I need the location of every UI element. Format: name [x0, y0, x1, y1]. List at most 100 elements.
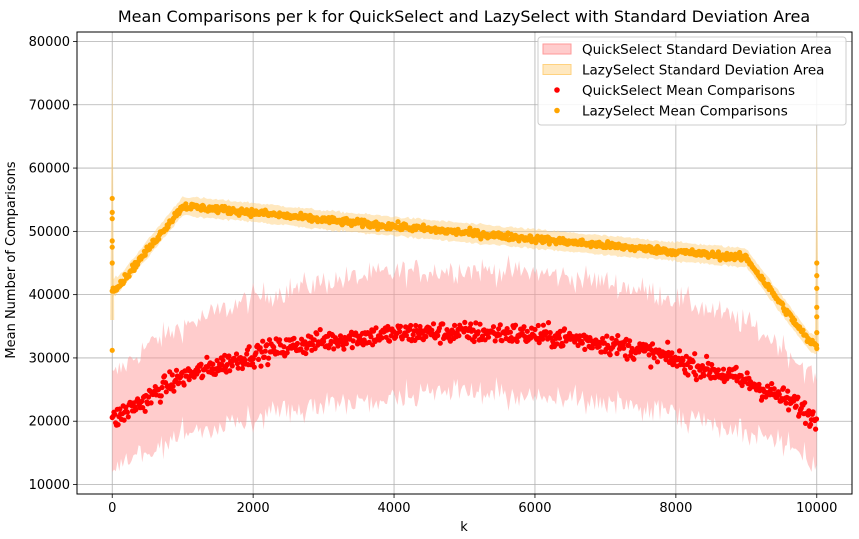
lazyselect-point [478, 236, 484, 242]
quickselect-point [227, 368, 233, 374]
quickselect-point [430, 321, 437, 327]
x-ticks: 0 2000 4000 6000 8000 10000 [108, 494, 837, 516]
quickselect-point [756, 381, 762, 387]
std-area-spike [814, 117, 819, 352]
quickselect-point [170, 383, 176, 389]
quickselect-point [423, 334, 429, 340]
quickselect-point [244, 351, 250, 357]
quickselect-point [121, 417, 127, 423]
quickselect-point [665, 339, 671, 345]
lazyselect-outlier-point [109, 260, 115, 266]
quickselect-point [437, 340, 443, 346]
legend-swatch-area [542, 43, 572, 55]
quickselect-point [769, 381, 775, 387]
std-area-spike [110, 54, 115, 320]
quickselect-point [146, 394, 152, 400]
quickselect-point [408, 322, 414, 329]
quickselect-point [349, 345, 355, 351]
quickselect-point [341, 346, 347, 352]
quickselect-point [291, 335, 297, 341]
quickselect-point [173, 367, 180, 373]
quickselect-point [720, 366, 727, 372]
quickselect-point [492, 338, 498, 344]
lazyselect-point [800, 327, 806, 333]
legend: QuickSelect Standard Deviation Area LazyS… [537, 36, 847, 126]
y-axis-label: Mean Number of Comparisons [4, 161, 19, 358]
quickselect-point [497, 322, 503, 328]
quickselect-point [162, 373, 168, 379]
quickselect-point [435, 332, 441, 339]
quickselect-point [786, 407, 792, 413]
quickselect-point [693, 377, 700, 383]
quickselect-point [310, 342, 316, 348]
quickselect-point [785, 388, 791, 394]
quickselect-point [169, 372, 175, 378]
quickselect-point [499, 338, 505, 344]
quickselect-point [514, 338, 520, 344]
y-tick-label: 10000 [29, 478, 70, 493]
lazyselect-point [126, 273, 132, 279]
lazyselect-point [760, 276, 766, 282]
quickselect-point [560, 343, 566, 349]
quickselect-point [631, 356, 637, 362]
quickselect-point [609, 335, 615, 341]
quickselect-point [253, 350, 259, 356]
y-tick-label: 50000 [29, 225, 70, 240]
quickselect-point [504, 326, 510, 332]
quickselect-point [186, 377, 192, 383]
quickselect-point [693, 372, 699, 378]
points [109, 195, 820, 432]
quickselect-point [184, 373, 190, 379]
lazyselect-outlier-point [109, 216, 115, 222]
quickselect-point [615, 333, 621, 339]
quickselect-point [485, 334, 492, 340]
quickselect-point [575, 342, 581, 349]
lazyselect-outlier-point [109, 209, 115, 215]
quickselect-point [805, 412, 811, 418]
lazyselect-point [791, 317, 798, 323]
legend-swatch-point [554, 107, 560, 114]
quickselect-point [452, 322, 458, 328]
quickselect-point [687, 364, 694, 371]
quickselect-point [277, 337, 283, 343]
quickselect-point [739, 382, 745, 389]
quickselect-point [627, 338, 633, 344]
quickselect-point [226, 353, 232, 359]
quickselect-point [649, 341, 656, 347]
x-tick-label: 4000 [377, 501, 410, 516]
y-tick-label: 60000 [29, 162, 70, 177]
quickselect-point [220, 357, 226, 363]
quickselect-point [776, 391, 782, 397]
quickselect-point [350, 338, 356, 344]
y-tick-label: 80000 [29, 35, 70, 50]
quickselect-point [813, 426, 819, 432]
quickselect-point [229, 363, 235, 369]
quickselect-point [540, 336, 546, 342]
quickselect-point [600, 335, 606, 342]
quickselect-point [148, 400, 154, 406]
quickselect-point [802, 420, 809, 426]
quickselect-point [440, 321, 446, 327]
lazyselect-point [156, 236, 162, 242]
quickselect-point [140, 405, 146, 411]
quickselect-point [407, 326, 413, 332]
quickselect-point [262, 348, 268, 354]
quickselect-point [397, 323, 404, 329]
lazyselect-point [780, 301, 786, 307]
x-tick-label: 2000 [237, 501, 270, 516]
quickselect-point [246, 344, 252, 350]
quickselect-point [535, 322, 541, 329]
quickselect-point [233, 351, 240, 357]
quickselect-point [195, 368, 202, 374]
lazyselect-point [395, 219, 401, 225]
quickselect-point [260, 338, 266, 344]
quickselect-point [795, 394, 801, 400]
quickselect-point [456, 333, 462, 339]
quickselect-point [133, 407, 139, 413]
quickselect-point [200, 373, 206, 379]
quickselect-point [239, 365, 245, 372]
quickselect-point [780, 385, 787, 391]
quickselect-point [545, 320, 552, 326]
quickselect-point [163, 389, 169, 395]
lazyselect-outlier-point [814, 314, 820, 320]
